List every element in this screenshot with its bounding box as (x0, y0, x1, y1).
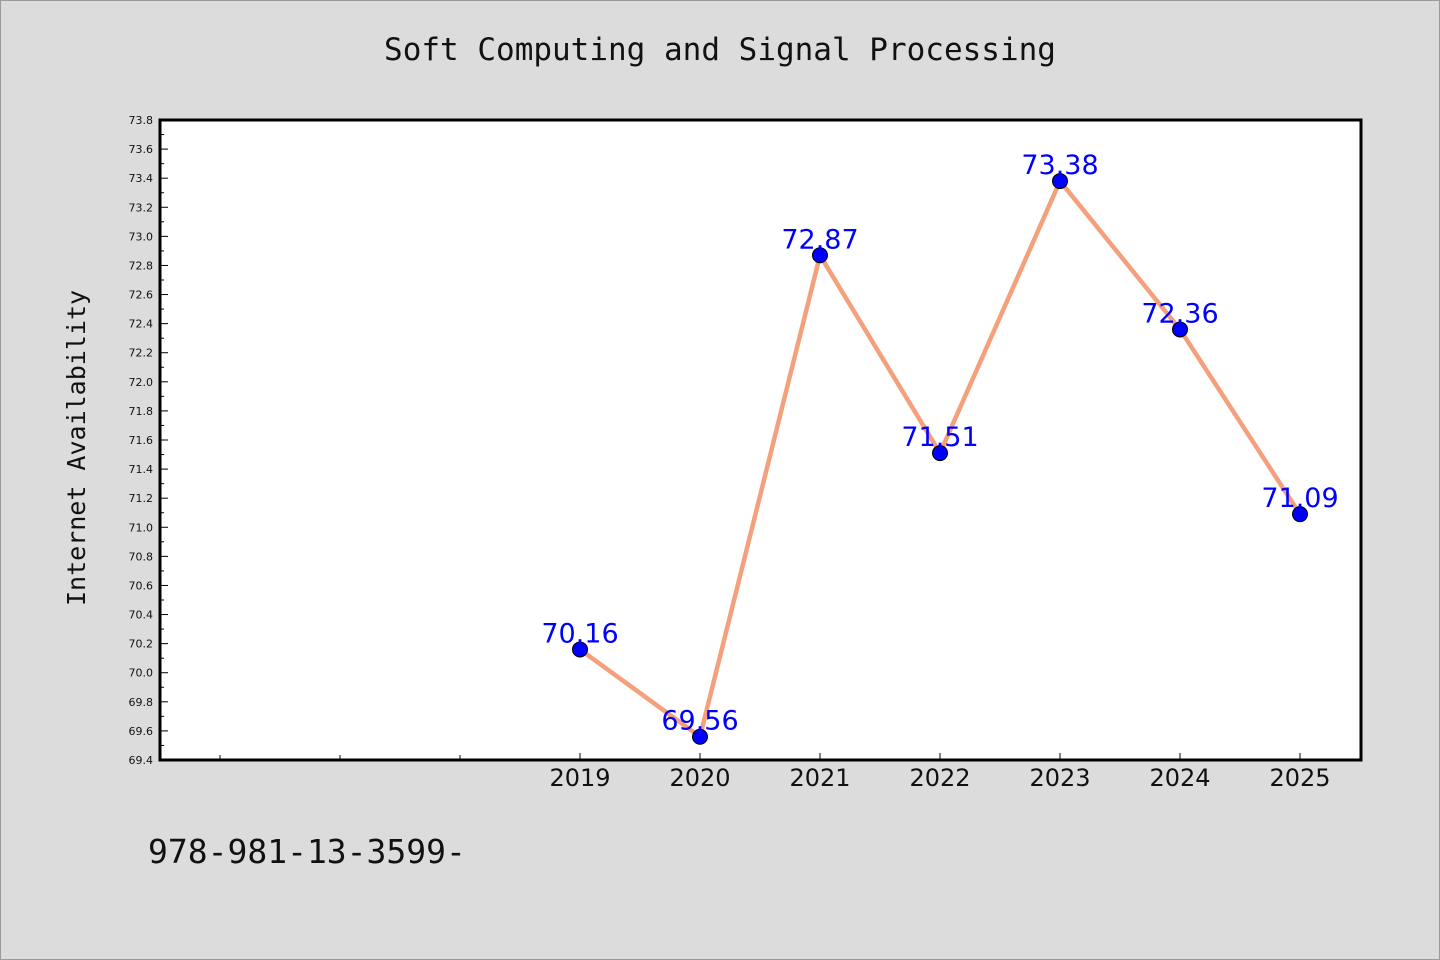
y-tick-label: 69.6 (129, 725, 154, 738)
data-point (692, 728, 708, 745)
data-point (812, 247, 828, 264)
data-point (1172, 321, 1188, 338)
y-tick-label: 70.0 (129, 667, 154, 680)
y-tick-label: 71.2 (129, 492, 154, 505)
x-tick-label: 2020 (669, 764, 730, 792)
data-label: 71.51 (901, 422, 978, 453)
y-tick-label: 73.2 (129, 201, 154, 214)
data-point (572, 641, 588, 658)
data-label: 69.56 (661, 706, 738, 737)
chart-title: Soft Computing and Signal Processing (384, 32, 1056, 68)
data-point (1052, 173, 1068, 190)
y-tick-label: 70.4 (129, 609, 154, 622)
y-tick-label: 70.8 (129, 550, 154, 563)
y-tick-label: 69.8 (129, 696, 154, 709)
x-tick-label: 2021 (789, 764, 850, 792)
data-label: 71.09 (1261, 483, 1338, 514)
y-tick-label: 72.0 (129, 376, 154, 389)
y-tick-label: 73.4 (129, 172, 154, 185)
data-label: 73.38 (1021, 150, 1098, 181)
y-tick-label: 72.8 (129, 259, 154, 272)
x-tick-label: 2024 (1149, 764, 1210, 792)
y-tick-label: 73.8 (129, 114, 154, 127)
x-tick-label: 2022 (909, 764, 970, 792)
y-axis-label: Internet Availability (62, 290, 91, 606)
y-tick-label: 72.2 (129, 347, 154, 360)
data-label: 70.16 (541, 618, 618, 649)
y-tick-label: 71.4 (129, 463, 154, 476)
y-tick-label: 73.0 (129, 230, 154, 243)
y-tick-label: 69.4 (129, 754, 154, 767)
footer-text: 978-981-13-3599- (148, 832, 466, 871)
x-tick-label: 2019 (549, 764, 610, 792)
x-tick-label: 2025 (1269, 764, 1330, 792)
x-tick-label: 2023 (1029, 764, 1090, 792)
y-tick-label: 71.8 (129, 405, 154, 418)
data-point (932, 445, 948, 462)
y-tick-label: 71.0 (129, 521, 154, 534)
data-label: 72.87 (781, 224, 858, 255)
y-tick-label: 70.6 (129, 579, 154, 592)
data-point (1292, 506, 1308, 523)
y-tick-label: 73.6 (129, 143, 154, 156)
y-tick-label: 71.6 (129, 434, 154, 447)
plot-area (158, 118, 1363, 762)
y-tick-label: 70.2 (129, 638, 154, 651)
data-label: 72.36 (1141, 298, 1218, 329)
y-tick-label: 72.4 (129, 318, 154, 331)
y-tick-label: 72.6 (129, 289, 154, 302)
